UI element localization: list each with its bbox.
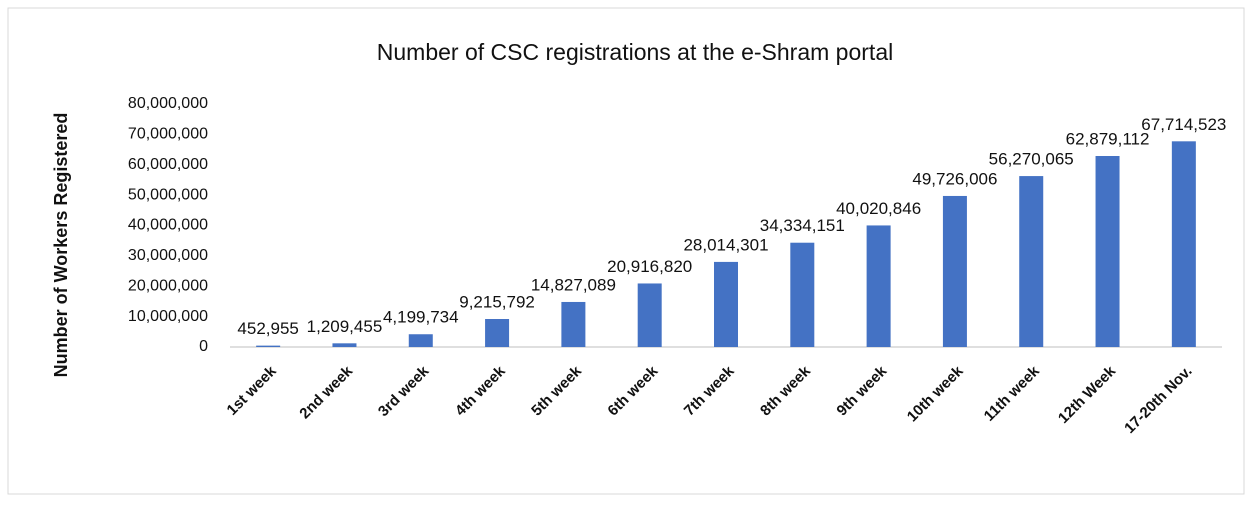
y-tick-label: 70,000,000 bbox=[128, 126, 208, 143]
y-tick-label: 50,000,000 bbox=[128, 186, 208, 203]
data-label: 56,270,065 bbox=[989, 150, 1074, 169]
y-tick-label: 60,000,000 bbox=[128, 156, 208, 173]
data-label: 28,014,301 bbox=[683, 235, 768, 254]
data-label: 62,879,112 bbox=[1066, 129, 1150, 148]
data-label: 452,955 bbox=[237, 319, 298, 338]
data-label: 4,199,734 bbox=[383, 308, 459, 327]
bar bbox=[561, 301, 586, 347]
bar bbox=[714, 261, 738, 347]
data-label: 67,714,523 bbox=[1141, 115, 1226, 134]
y-tick-label: 0 bbox=[199, 338, 208, 355]
data-label: 49,726,006 bbox=[912, 169, 997, 188]
y-tick-label: 30,000,000 bbox=[128, 247, 208, 264]
y-tick-label: 80,000,000 bbox=[128, 95, 208, 112]
bar bbox=[942, 195, 967, 347]
bar bbox=[1095, 156, 1120, 347]
bar bbox=[866, 225, 891, 347]
data-label: 20,916,820 bbox=[607, 257, 692, 276]
data-label: 9,215,792 bbox=[459, 292, 535, 311]
data-label: 1,209,455 bbox=[307, 317, 383, 336]
bar bbox=[1019, 176, 1044, 347]
data-label: 14,827,089 bbox=[531, 275, 616, 294]
y-tick-label: 40,000,000 bbox=[128, 217, 208, 234]
bar bbox=[790, 242, 815, 347]
y-tick-label: 10,000,000 bbox=[128, 308, 208, 325]
bar bbox=[637, 283, 662, 347]
bar bbox=[485, 319, 510, 347]
bar bbox=[1171, 141, 1196, 347]
bar bbox=[332, 343, 357, 347]
data-label: 40,020,846 bbox=[836, 199, 921, 218]
y-axis-title: Number of Workers Registered bbox=[51, 113, 71, 378]
y-tick-label: 20,000,000 bbox=[128, 277, 208, 294]
bar bbox=[408, 334, 433, 347]
data-label: 34,334,151 bbox=[760, 216, 845, 235]
bar bbox=[256, 345, 281, 347]
chart-title: Number of CSC registrations at the e-Shr… bbox=[377, 39, 893, 65]
